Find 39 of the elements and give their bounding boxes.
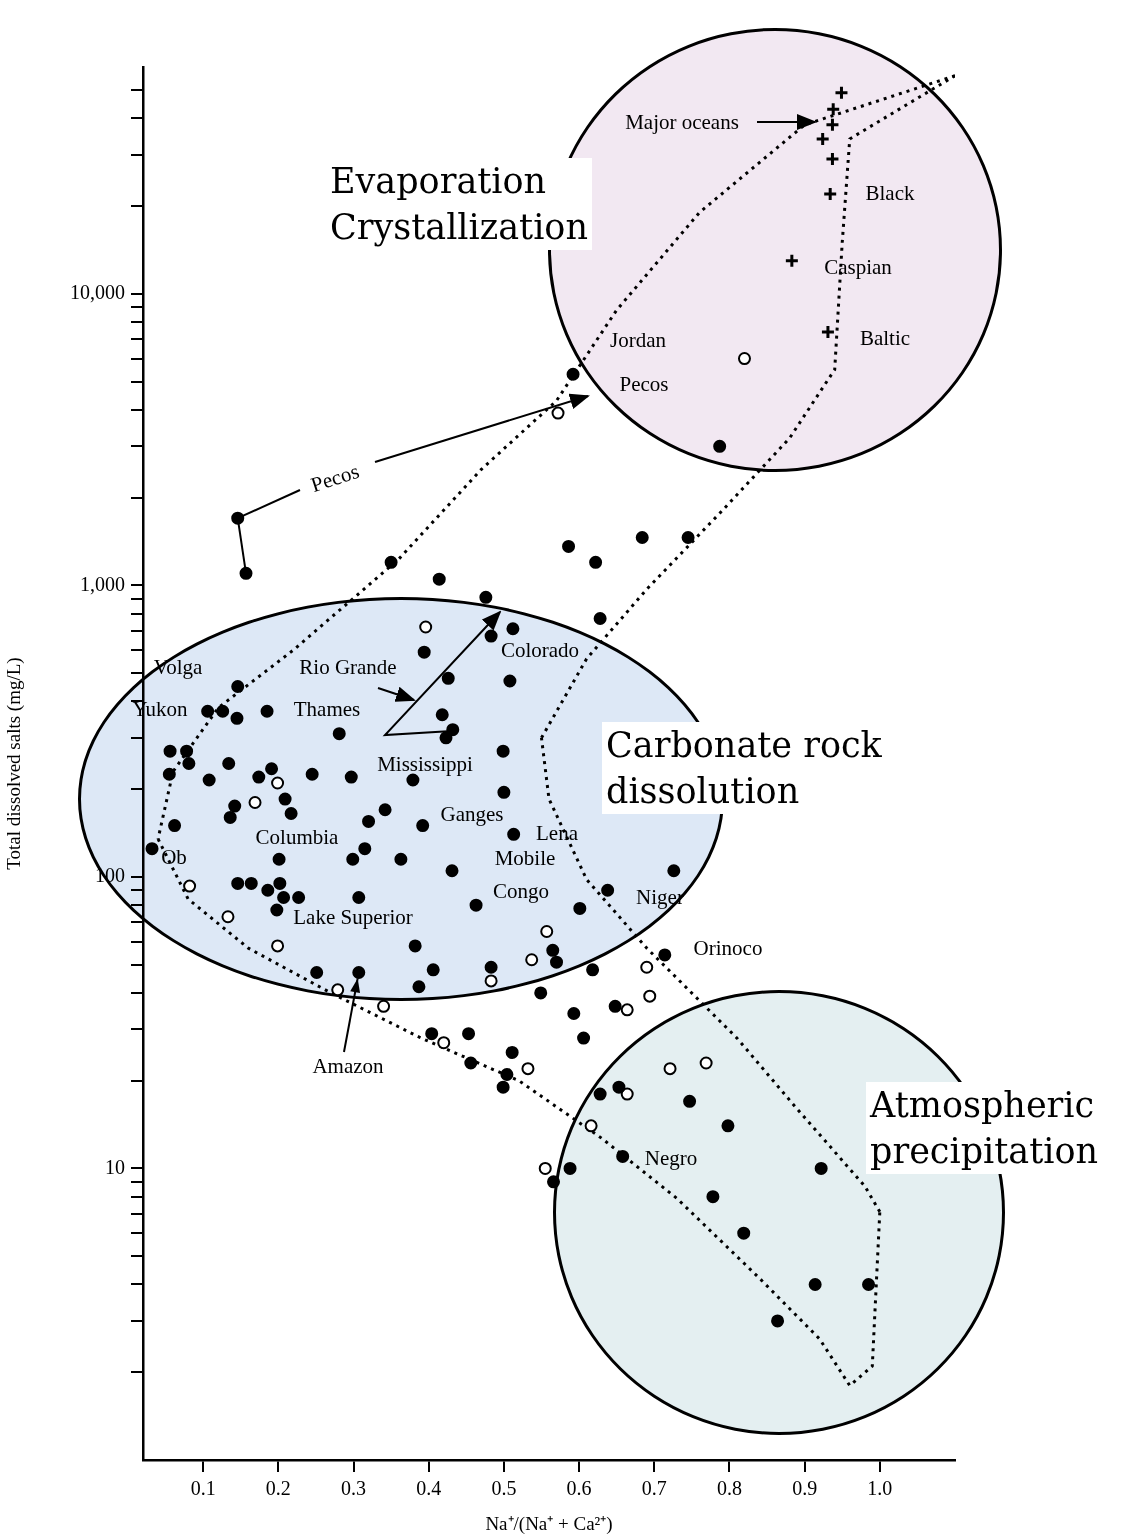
x-tick-label: 0.2 (265, 1477, 291, 1500)
annotation: Baltic (858, 326, 912, 350)
annotation: Ob (160, 845, 188, 869)
x-tick-label: 0.4 (416, 1477, 442, 1500)
y-tick-label: 10 (105, 1155, 125, 1178)
annotation: Black (864, 181, 916, 205)
annotation: Columbia (254, 825, 340, 849)
y-tick-label: 1,000 (80, 572, 125, 595)
annotation: Carbonate rock dissolution (602, 722, 886, 814)
annotation: Orinoco (692, 936, 764, 960)
x-tick-label: 0.7 (641, 1477, 667, 1500)
annotation: Mobile (493, 846, 557, 870)
annotation: Rio Grande (298, 655, 398, 679)
annotation: Negro (643, 1146, 699, 1170)
annotation: Amazon (311, 1054, 385, 1078)
annotation: Evaporation Crystallization (326, 158, 592, 250)
annotation: Ganges (439, 802, 505, 826)
x-tick-label: 1.0 (867, 1477, 893, 1500)
x-tick-label: 0.8 (716, 1477, 742, 1500)
annotation: Atmospheric precipitation (866, 1082, 1103, 1174)
x-tick-label: 0.5 (491, 1477, 517, 1500)
annotation: Colorado (499, 638, 581, 662)
annotation: Caspian (823, 255, 893, 279)
y-axis-title: Total dissolved salts (mg/L) (3, 657, 26, 870)
y-tick-label: 10,000 (70, 281, 125, 304)
x-axis-title: Na⁺/(Na⁺ + Ca²⁺) (485, 1512, 613, 1535)
x-tick-label: 0.1 (190, 1477, 216, 1500)
annotation: Major oceans (624, 110, 740, 134)
annotation: Lake Superior (292, 905, 414, 929)
annotation: Mississippi (376, 752, 474, 776)
x-tick-label: 0.3 (341, 1477, 367, 1500)
x-tick-label: 0.6 (566, 1477, 592, 1500)
annotation: Lena (535, 821, 579, 845)
annotation: Thames (292, 697, 362, 721)
annotation: Pecos (307, 459, 363, 497)
x-tick-label: 0.9 (792, 1477, 818, 1500)
annotation: Jordan (609, 328, 667, 352)
annotation: Congo (492, 879, 550, 903)
annotation: Pecos (618, 372, 670, 396)
